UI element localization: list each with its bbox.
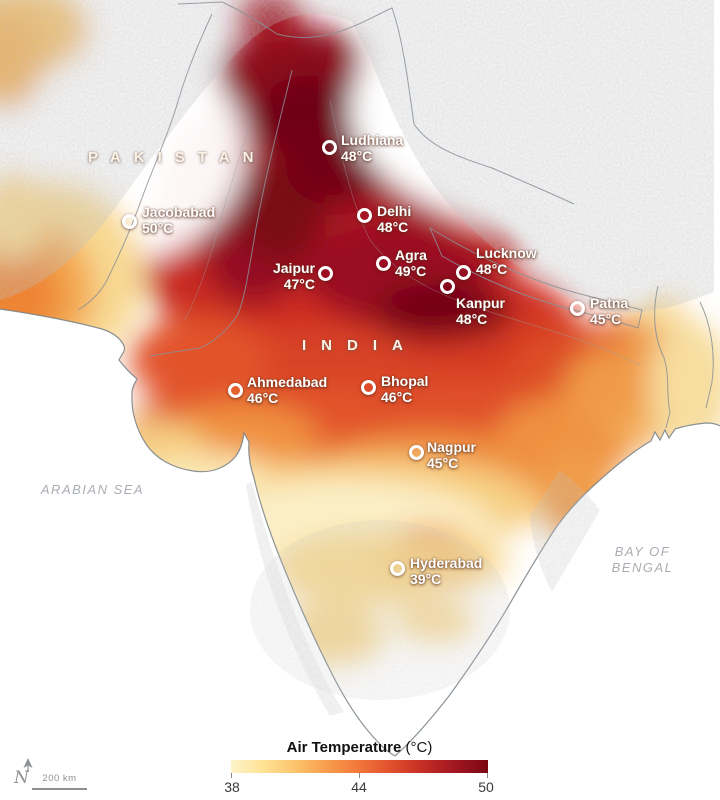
legend-title: Air Temperature (°C): [231, 739, 488, 756]
city-name: Lucknow: [476, 245, 537, 261]
city-temp: 47°C: [283, 276, 315, 292]
city-name: Kanpur: [456, 295, 505, 311]
city-name: Hyderabad: [410, 555, 483, 571]
city-marker-icon: [570, 301, 585, 316]
legend-tick-label: 44: [351, 779, 367, 795]
city-temp: 46°C: [247, 390, 279, 406]
city-name: Bhopal: [381, 373, 429, 389]
legend-numbers: 38 44 50: [224, 779, 494, 795]
city-marker-icon: [456, 265, 471, 280]
city-marker-icon: [122, 214, 137, 229]
north-arrow-icon: [23, 758, 33, 772]
legend-tick-label: 38: [224, 779, 240, 795]
city-name: Nagpur: [427, 439, 476, 455]
city-marker-icon: [318, 266, 333, 281]
city-marker-icon: [440, 279, 455, 294]
scale-line: [32, 788, 87, 790]
city-temp: 48°C: [341, 148, 373, 164]
legend-tick-label: 50: [478, 779, 494, 795]
city-temp: 48°C: [456, 311, 488, 327]
legend-tick-mark: [487, 773, 488, 778]
legend: Air Temperature (°C) 38 44 50: [224, 739, 494, 795]
city-temp: 45°C: [427, 455, 459, 471]
legend-tick-mark: [359, 773, 360, 778]
legend-gradient: [231, 760, 488, 773]
bay-of-bengal: [395, 423, 720, 800]
city-name: Patna: [590, 295, 629, 311]
legend-unit: (°C): [401, 739, 433, 756]
legend-title-text: Air Temperature: [286, 739, 402, 756]
city-marker-icon: [376, 256, 391, 271]
legend-ticks: [231, 773, 488, 779]
bay-of-bengal-line2: BENGAL: [611, 560, 674, 575]
country-label-india: INDIA: [302, 337, 418, 354]
city-temp: 46°C: [381, 389, 413, 405]
city-temp: 49°C: [395, 263, 427, 279]
city-name: Delhi: [377, 203, 412, 219]
city-temp: 48°C: [377, 219, 409, 235]
sea-label-bay-of-bengal: BAY OF BENGAL: [595, 544, 690, 576]
north-label: N: [14, 768, 29, 788]
city-marker-icon: [390, 561, 405, 576]
city-marker-icon: [322, 140, 337, 155]
city-marker-icon: [357, 208, 372, 223]
city-name: Ahmedabad: [247, 374, 328, 390]
country-label-pakistan: PAKISTAN: [88, 149, 267, 166]
city-marker-icon: [361, 380, 376, 395]
terrain-texture: [0, 0, 714, 716]
city-marker-icon: [409, 445, 424, 460]
city-name: Jacobabad: [142, 204, 216, 220]
bay-of-bengal-line1: BAY OF: [614, 544, 671, 559]
country-borders: [77, 1, 714, 429]
city-temp: 50°C: [142, 220, 174, 236]
rivers: [184, 99, 641, 366]
city-name: Ludhiana: [341, 132, 404, 148]
city-name: Jaipur: [272, 260, 315, 276]
city-name: Agra: [395, 247, 427, 263]
city-temp: 48°C: [476, 261, 508, 277]
scale-distance-label: 200 km: [42, 773, 77, 784]
sea-label-arabian-sea: ARABIAN SEA: [40, 482, 145, 497]
legend-tick-mark: [231, 773, 232, 778]
city-temp: 39°C: [410, 571, 442, 587]
city-temp: 45°C: [590, 311, 622, 327]
city-marker-icon: [228, 383, 243, 398]
scale-bar: N 200 km: [10, 758, 140, 794]
